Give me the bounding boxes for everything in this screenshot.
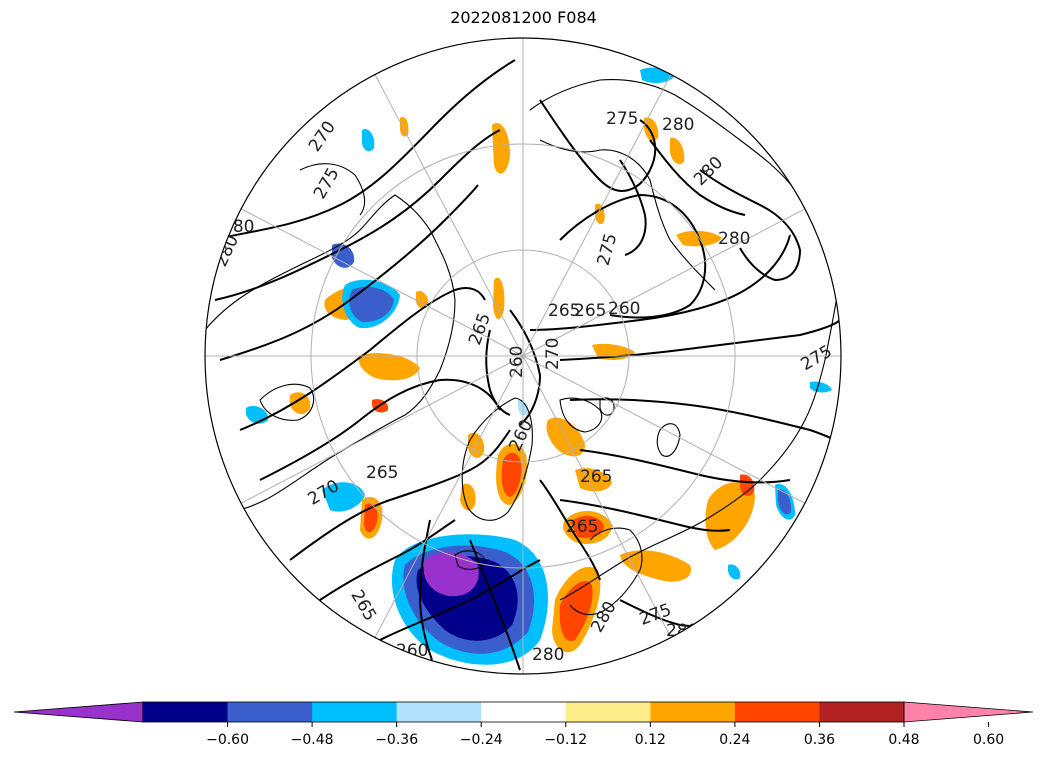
coastline-scandinavia — [569, 527, 643, 616]
contour-label: 280 — [718, 229, 750, 249]
contour-label: 260 — [507, 346, 527, 378]
colorbar-segment — [227, 702, 313, 722]
colorbar-tick-label: −0.60 — [206, 732, 249, 748]
coastline-iceland — [454, 550, 486, 570]
map-boundary — [204, 37, 842, 675]
colorbar-extend-high — [903, 701, 1034, 723]
colorbar-segment — [819, 702, 905, 722]
colorbar-extend-low — [13, 701, 144, 723]
colorbar: −0.60 −0.48 −0.36 −0.24 −0.12 0.12 0.24 0.36 0.4… — [13, 701, 1034, 748]
coastline-greenland — [461, 397, 533, 521]
colorbar-outline — [142, 701, 905, 723]
colorbar-tick-label: 0.12 — [635, 732, 666, 748]
contour-label: 260 — [608, 299, 640, 319]
colorbar-segment — [734, 702, 820, 722]
contour-label: 270 — [543, 338, 563, 370]
colorbar-segment — [143, 702, 229, 722]
contour-lines — [209, 59, 841, 671]
colorbar-ticks: −0.60 −0.48 −0.36 −0.24 −0.12 0.12 0.24 0.36 0.4… — [206, 722, 1004, 748]
colorbar-segment — [650, 702, 736, 722]
contour-label: 280 — [222, 217, 254, 237]
contour-label: 265 — [574, 301, 606, 321]
colorbar-segment — [312, 702, 398, 722]
coastline-alaska — [299, 163, 366, 216]
negative-region-small — [246, 67, 832, 580]
contour-label: 265 — [366, 463, 398, 483]
contour-label: 280 — [532, 645, 564, 665]
colorbar-tick-label: −0.36 — [375, 732, 418, 748]
contour-label: 265 — [580, 467, 612, 487]
map-title: 2022081200 F084 — [450, 8, 597, 27]
colorbar-tick-label: 0.24 — [719, 732, 750, 748]
polar-map[interactable]: 270 275 280 280 265 260 265 270 260 265 … — [0, 0, 1047, 690]
contour-label: 265 — [548, 301, 580, 321]
colorbar-tick-label: −0.12 — [544, 732, 587, 748]
coastline-asia-north — [529, 79, 796, 191]
coastline-hudson — [259, 383, 315, 421]
contour-label: 265 — [566, 517, 598, 537]
colorbar-tick-label: −0.24 — [460, 732, 503, 748]
colorbar-segment — [565, 702, 651, 722]
contour-label: 280 — [662, 115, 694, 135]
colorbar-tick-label: 0.60 — [973, 732, 1004, 748]
colorbar-tick-label: 0.36 — [804, 732, 835, 748]
contour-label: 275 — [606, 109, 638, 129]
colorbar-tick-label: −0.48 — [291, 732, 334, 748]
coastline-siberia — [539, 139, 716, 291]
graticule — [205, 38, 841, 674]
colorbar-segment — [396, 702, 482, 722]
positive-region-greenland — [460, 417, 612, 545]
coastline-novaya — [656, 423, 681, 457]
colorbar-segments — [13, 701, 1034, 723]
colorbar-tick-label: 0.48 — [888, 732, 919, 748]
colorbar-segment — [481, 702, 567, 722]
